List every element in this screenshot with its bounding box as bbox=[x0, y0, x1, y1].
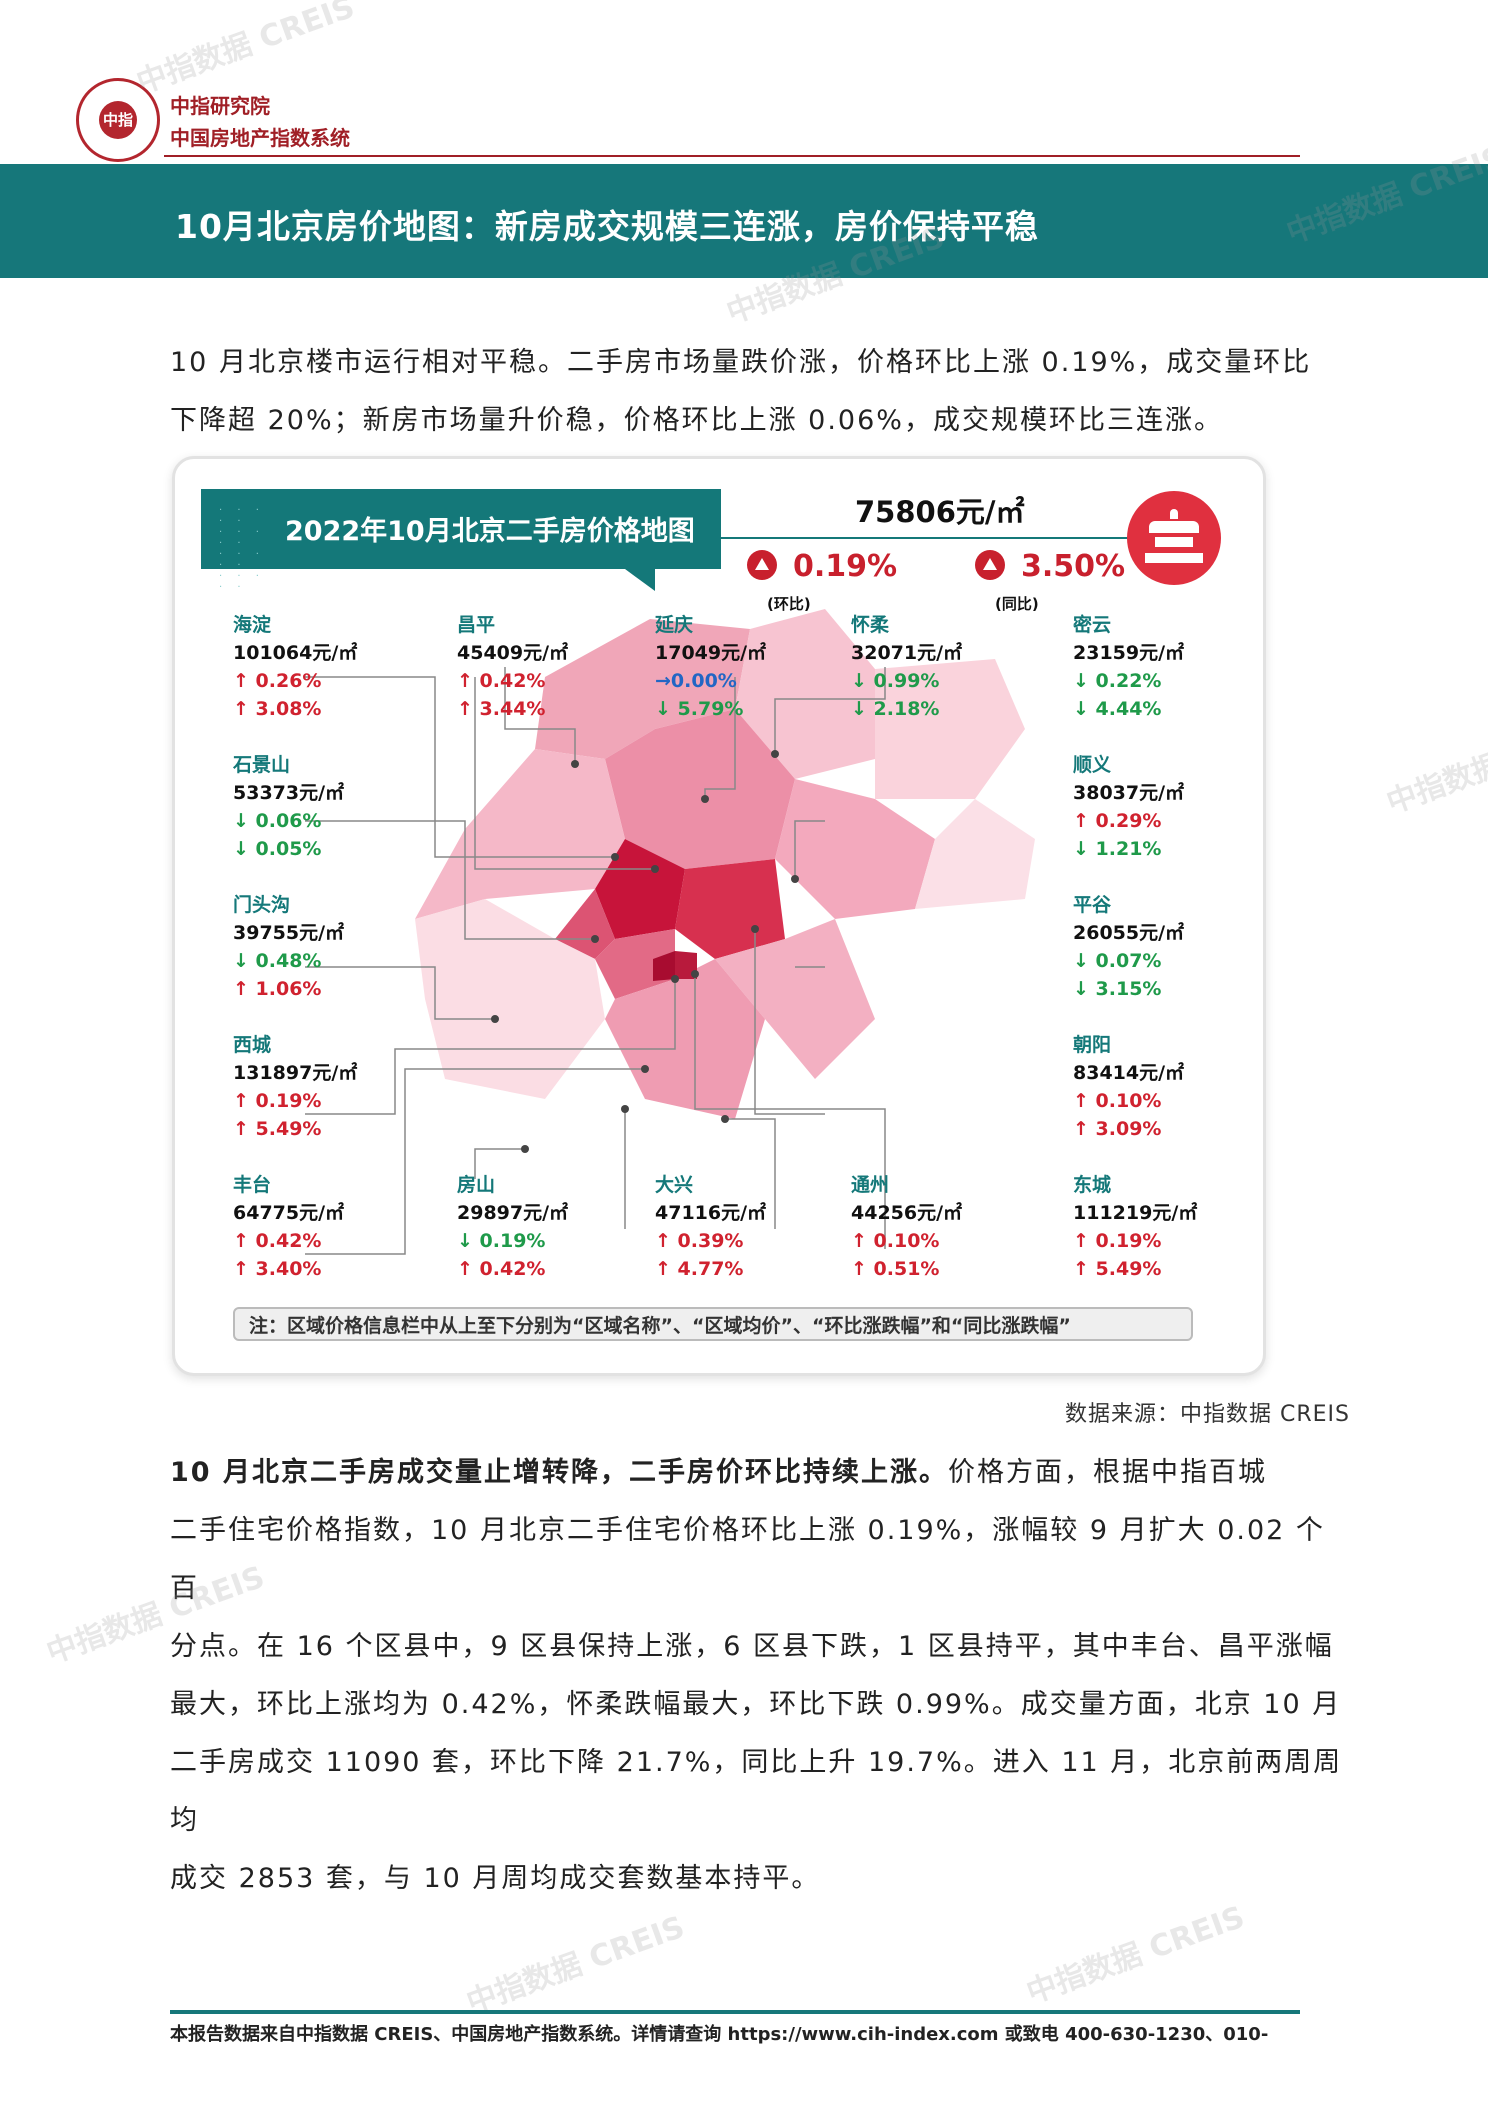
map-region-menatougou bbox=[415, 749, 625, 919]
watermark: 中指数据 CREIS bbox=[1022, 1899, 1250, 2011]
district-huairou: 怀柔 32071元/㎡ ↓ 0.99% ↓ 2.18% bbox=[851, 614, 963, 720]
intro-line-2: 下降超 20%；新房市场量升价稳，价格环比上涨 0.06%，成交规模环比三连涨。 bbox=[170, 405, 1223, 436]
district-chaoyang: 朝阳 83414元/㎡ ↑ 0.10% ↑ 3.09% bbox=[1073, 1034, 1185, 1140]
data-source: 数据来源：中指数据 CREIS bbox=[1065, 1402, 1350, 1427]
connector-changping-line bbox=[474, 677, 655, 870]
district-xicheng: 西城 131897元/㎡ ↑ 0.19% ↑ 5.49% bbox=[233, 1034, 358, 1140]
connector-dots bbox=[491, 750, 799, 1153]
mom-label: (环比) bbox=[767, 595, 811, 613]
connector-dongcheng bbox=[694, 974, 886, 1249]
mom-change: 0.19% bbox=[747, 549, 897, 584]
footer-text: 本报告数据来自中指数据 CREIS、中国房地产指数系统。详情请查询 https:… bbox=[170, 2024, 1269, 2045]
connector-shunyi bbox=[794, 820, 825, 879]
connector-fengtai bbox=[305, 1068, 645, 1255]
district-mentougou: 门头沟 39755元/㎡ ↓ 0.48% ↑ 1.06% bbox=[233, 894, 345, 1000]
district-shunyi: 顺义 38037元/㎡ ↑ 0.29% ↓ 1.21% bbox=[1073, 754, 1185, 860]
watermark: 中指数据 CREIS bbox=[132, 0, 360, 101]
intro-paragraph: 10 月北京楼市运行相对平稳。二手房市场量跌价涨，价格环比上涨 0.19%，成交… bbox=[170, 334, 1350, 450]
company-logo: 中指 bbox=[76, 78, 160, 162]
analysis-line-3: 分点。在 16 个区县中，9 区县保持上涨，6 区县下跌，1 区县持平，其中丰台… bbox=[170, 1631, 1334, 1662]
district-tongzhou: 通州 44256元/㎡ ↑ 0.10% ↑ 0.51% bbox=[851, 1174, 963, 1280]
district-fangshan: 房山 29897元/㎡ ↓ 0.19% ↑ 0.42% bbox=[457, 1174, 569, 1280]
map-title: 2022年10月北京二手房价格地图 bbox=[285, 516, 695, 547]
map-region-dongcheng bbox=[675, 951, 697, 979]
page-title: 10月北京房价地图：新房成交规模三连涨，房价保持平稳 bbox=[175, 207, 1039, 246]
connector-shijingshan bbox=[305, 820, 595, 940]
connector-tongzhou bbox=[725, 1118, 776, 1229]
district-haidian: 海淀 101064元/㎡ ↑ 0.26% ↑ 3.08% bbox=[233, 614, 358, 720]
map-region-haidian bbox=[595, 839, 685, 939]
up-triangle-icon bbox=[975, 549, 1005, 580]
analysis-line-4: 最大，环比上涨均为 0.42%，怀柔跌幅最大，环比下跌 0.99%。成交量方面，… bbox=[170, 1689, 1342, 1720]
banner-tab bbox=[625, 569, 655, 591]
connector-mentougou bbox=[305, 966, 495, 1020]
yoy-change-value: 3.50% bbox=[1021, 549, 1126, 584]
org-names: 中指研究院 中国房地产指数系统 bbox=[170, 90, 350, 154]
map-legend-note: 注：区域价格信息栏中从上至下分别为“区域名称”、“区域均价”、“环比涨跌幅”和“… bbox=[233, 1307, 1193, 1341]
analysis-paragraph: 10 月北京二手房成交量止增转降，二手房价环比持续上涨。价格方面，根据中指百城 … bbox=[170, 1444, 1350, 1908]
map-region-miyun bbox=[875, 659, 1025, 799]
connector-miyun bbox=[774, 667, 886, 754]
map-connectors bbox=[305, 667, 886, 1255]
map-region-chaoyang bbox=[675, 859, 785, 959]
city-average-price: 75806元/㎡ bbox=[855, 495, 1025, 529]
price-map-card: · · · · · · · · · · · · · · · · · · · · 202… bbox=[172, 456, 1266, 1376]
analysis-line-6: 成交 2853 套，与 10 月周均成交套数基本持平。 bbox=[170, 1863, 821, 1894]
district-yanqing: 延庆 17049元/㎡ →0.00% ↓ 5.79% bbox=[655, 614, 767, 720]
footer-divider bbox=[170, 2010, 1300, 2014]
mom-change-value: 0.19% bbox=[793, 549, 898, 584]
org-name-2: 中国房地产指数系统 bbox=[170, 126, 350, 150]
connector-yanqing bbox=[504, 667, 576, 764]
district-dongcheng: 东城 111219元/㎡ ↑ 0.19% ↑ 5.49% bbox=[1073, 1174, 1198, 1280]
banner-dots-decoration: · · · · · · · · · · · · · · · · · · · · bbox=[219, 505, 265, 593]
connector-chaoyang bbox=[754, 929, 825, 1115]
watermark: 中指数据 CREIS bbox=[1382, 710, 1488, 821]
district-shijingshan: 石景山 53373元/㎡ ↓ 0.06% ↓ 0.05% bbox=[233, 754, 345, 860]
analysis-line-1-rest: 价格方面，根据中指百城 bbox=[947, 1457, 1267, 1488]
map-title-banner: · · · · · · · · · · · · · · · · · · · · 202… bbox=[201, 489, 721, 593]
logo-mark: 中指 bbox=[99, 101, 137, 139]
connector-huairou bbox=[704, 677, 736, 799]
up-triangle-icon bbox=[747, 549, 777, 580]
map-region-yanqing bbox=[535, 619, 750, 759]
map-region-xicheng bbox=[653, 951, 675, 981]
district-daxing: 大兴 47116元/㎡ ↑ 0.39% ↑ 4.77% bbox=[655, 1174, 767, 1280]
district-changping: 昌平 45409元/㎡ ↑ 0.42% ↑ 3.44% bbox=[457, 614, 569, 720]
beijing-district-map bbox=[305, 609, 1035, 1255]
map-region-shijingshan bbox=[555, 889, 615, 959]
analysis-line-2: 二手住宅价格指数，10 月北京二手住宅价格环比上涨 0.19%，涨幅较 9 月扩… bbox=[170, 1515, 1325, 1604]
map-region-daxing bbox=[605, 959, 765, 1119]
map-region-shunyi bbox=[775, 779, 935, 919]
banner-line bbox=[721, 537, 1141, 539]
watermark: 中指数据 CREIS bbox=[462, 1909, 690, 2021]
map-region-changping bbox=[605, 709, 795, 869]
temple-of-heaven-icon bbox=[1127, 491, 1221, 585]
connector-fangshan bbox=[474, 1148, 525, 1179]
analysis-lead: 10 月北京二手房成交量止增转降，二手房价环比持续上涨。 bbox=[170, 1457, 948, 1488]
header-divider bbox=[164, 155, 1300, 157]
map-region-pinggu bbox=[915, 799, 1035, 909]
title-band: 10月北京房价地图：新房成交规模三连涨，房价保持平稳 bbox=[0, 164, 1488, 278]
connector-haidian bbox=[305, 676, 615, 858]
yoy-change: 3.50% bbox=[975, 549, 1125, 584]
analysis-line-1: 10 月北京二手房成交量止增转降，二手房价环比持续上涨。价格方面，根据中指百城 bbox=[170, 1444, 1350, 1502]
district-pinggu: 平谷 26055元/㎡ ↓ 0.07% ↓ 3.15% bbox=[1073, 894, 1185, 1000]
org-name-1: 中指研究院 bbox=[170, 94, 270, 118]
district-miyun: 密云 23159元/㎡ ↓ 0.22% ↓ 4.44% bbox=[1073, 614, 1185, 720]
district-fengtai: 丰台 64775元/㎡ ↑ 0.42% ↑ 3.40% bbox=[233, 1174, 345, 1280]
connector-xicheng bbox=[305, 979, 676, 1115]
map-region-fengtai bbox=[595, 929, 675, 999]
yoy-label: (同比) bbox=[995, 595, 1039, 613]
analysis-line-5: 二手房成交 11090 套，环比下降 21.7%，同比上升 19.7%。进入 1… bbox=[170, 1747, 1343, 1836]
map-region-huairou bbox=[735, 609, 875, 779]
intro-line-1: 10 月北京楼市运行相对平稳。二手房市场量跌价涨，价格环比上涨 0.19%，成交… bbox=[170, 347, 1312, 378]
